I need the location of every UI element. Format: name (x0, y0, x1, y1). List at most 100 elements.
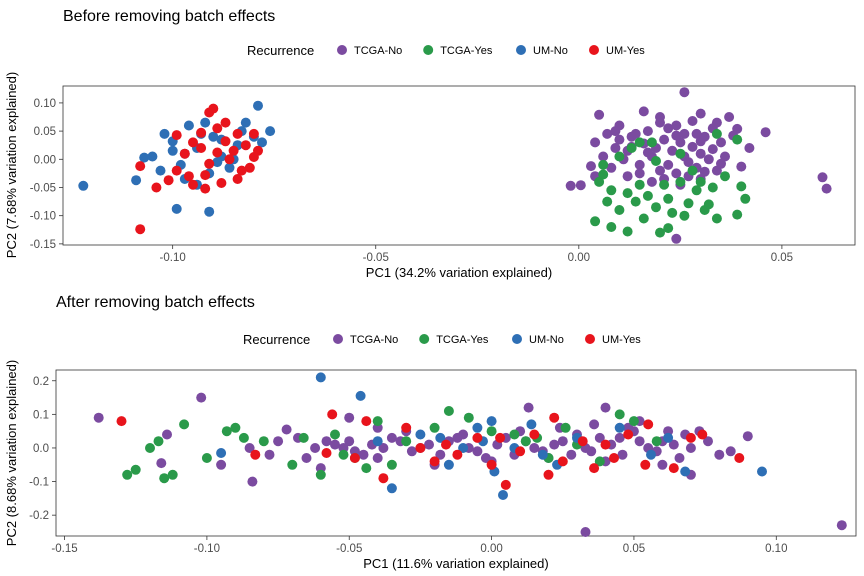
point-um-no (240, 117, 251, 128)
point-tcga-yes (130, 464, 141, 475)
legend-key (585, 334, 595, 344)
point-um-yes (232, 174, 243, 184)
point-tcga-yes (691, 185, 702, 196)
x-tick-label: -0.05 (336, 543, 362, 555)
legend: Recurrence TCGA-No TCGA-Yes UM-No UM-Yes (247, 43, 645, 58)
point-tcga-yes (707, 182, 718, 193)
point-um-yes (244, 162, 255, 173)
point-tcga-yes (221, 426, 232, 437)
point-um-yes (171, 130, 182, 141)
point-tcga-yes (740, 193, 751, 204)
point-um-yes (609, 453, 619, 463)
legend-label: TCGA-Yes (440, 45, 493, 57)
point-tcga-yes (330, 429, 340, 440)
point-um-no (355, 390, 366, 401)
legend-item-tcga-no: TCGA-No (333, 334, 398, 346)
point-tcga-no (598, 151, 609, 162)
point-tcga-yes (372, 416, 383, 427)
y-axis: -0.2 -0.1 0.0 0.1 0.2 (29, 376, 56, 522)
point-um-yes (495, 432, 506, 443)
y-tick-label: 0.2 (33, 376, 49, 388)
point-um-yes (250, 449, 261, 460)
point-tcga-no (247, 476, 258, 487)
x-axis-label: PC1 (11.6% variation explained) (363, 556, 548, 571)
legend-item-um-yes: UM-Yes (589, 45, 645, 57)
point-tcga-no (744, 143, 755, 153)
point-um-yes (401, 422, 412, 433)
point-tcga-no (638, 106, 649, 117)
point-tcga-no (687, 116, 698, 126)
point-um-no (372, 436, 383, 447)
point-tcga-no (720, 151, 730, 162)
point-um-no (614, 422, 625, 433)
point-tcga-yes (429, 422, 440, 433)
point-tcga-yes (667, 207, 678, 218)
chart-title: Before removing batch effects (63, 8, 275, 25)
point-um-yes (212, 147, 223, 158)
point-tcga-yes (298, 432, 309, 443)
point-um-yes (441, 439, 451, 450)
point-tcga-yes (711, 213, 722, 224)
point-tcga-no (817, 172, 828, 183)
point-tcga-yes (153, 436, 164, 447)
point-tcga-no (617, 449, 628, 460)
point-um-yes (623, 429, 634, 440)
point-tcga-yes (675, 176, 686, 187)
scatter-points (93, 372, 847, 537)
point-tcga-yes (732, 209, 743, 220)
point-tcga-yes (687, 165, 698, 176)
point-tcga-yes (520, 436, 531, 447)
y-tick-label: -0.05 (30, 182, 56, 194)
point-tcga-yes (594, 456, 605, 467)
point-tcga-no (594, 109, 605, 120)
point-um-yes (577, 436, 588, 447)
point-um-yes (415, 443, 426, 453)
point-tcga-yes (651, 202, 661, 213)
point-tcga-yes (238, 432, 249, 443)
legend-key (589, 45, 599, 55)
point-tcga-yes (401, 436, 412, 447)
point-um-yes (224, 154, 235, 165)
point-tcga-no (655, 165, 665, 176)
x-tick-label: -0.10 (160, 252, 186, 264)
point-tcga-yes (663, 223, 674, 234)
point-um-yes (668, 463, 679, 474)
point-tcga-no (610, 143, 621, 153)
point-tcga-no (378, 443, 389, 453)
x-axis: -0.15 -0.10 -0.05 0.00 0.05 0.10 (51, 536, 787, 555)
point-tcga-yes (594, 176, 605, 187)
point-tcga-no (590, 137, 601, 148)
x-axis: -0.10 -0.05 0.00 0.05 (160, 245, 793, 264)
point-tcga-no (671, 120, 682, 131)
point-tcga-yes (646, 137, 657, 148)
point-um-yes (529, 429, 540, 440)
point-um-yes (236, 165, 247, 176)
point-tcga-yes (361, 463, 372, 474)
legend-label: UM-No (533, 45, 568, 57)
point-um-no (265, 126, 276, 137)
point-um-no (253, 100, 263, 111)
point-tcga-no (671, 233, 682, 244)
point-um-yes (327, 409, 338, 420)
point-um-yes (600, 439, 611, 450)
point-um-no (472, 422, 483, 433)
legend-label: UM-Yes (606, 45, 645, 57)
point-tcga-no (566, 449, 577, 460)
point-um-no (204, 206, 215, 217)
point-tcga-no (671, 130, 682, 141)
point-um-no (208, 131, 219, 142)
point-tcga-yes (179, 419, 190, 430)
point-tcga-yes (695, 176, 706, 187)
point-um-yes (472, 432, 483, 443)
point-um-yes (361, 416, 372, 427)
point-um-yes (589, 463, 600, 474)
point-um-no (167, 145, 178, 156)
y-tick-label: -0.10 (30, 211, 56, 223)
legend-label: UM-Yes (602, 334, 641, 346)
point-tcga-no (575, 180, 586, 191)
point-um-yes (549, 412, 560, 423)
legend-item-um-no: UM-No (512, 334, 564, 346)
point-tcga-no (736, 161, 747, 172)
point-tcga-no (344, 412, 355, 423)
